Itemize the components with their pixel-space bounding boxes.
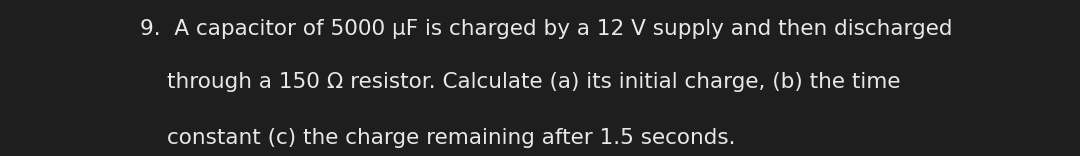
Text: constant (c) the charge remaining after 1.5 seconds.: constant (c) the charge remaining after … [167, 128, 735, 148]
Text: through a 150 Ω resistor. Calculate (a) its initial charge, (b) the time: through a 150 Ω resistor. Calculate (a) … [167, 72, 901, 92]
Text: 9.  A capacitor of 5000 μF is charged by a 12 V supply and then discharged: 9. A capacitor of 5000 μF is charged by … [140, 19, 953, 39]
